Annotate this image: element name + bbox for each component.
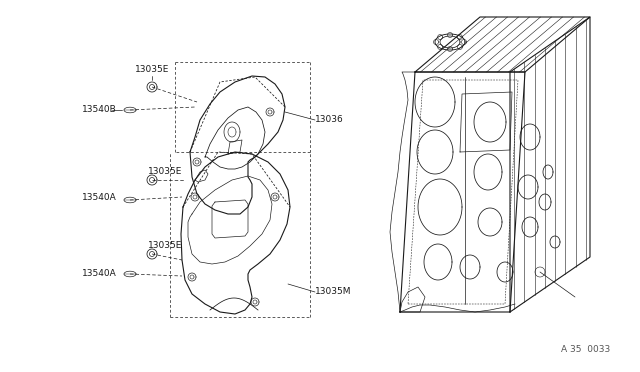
Text: A 35  0033: A 35 0033 <box>561 346 610 355</box>
Text: 13540A: 13540A <box>82 269 116 279</box>
Text: 13540B: 13540B <box>82 106 116 115</box>
Text: 13035M: 13035M <box>315 288 351 296</box>
Text: 13035E: 13035E <box>135 64 169 74</box>
Text: 13035E: 13035E <box>148 241 182 250</box>
Text: 13036: 13036 <box>315 115 344 125</box>
Text: 13035E: 13035E <box>148 167 182 176</box>
Text: 13540A: 13540A <box>82 192 116 202</box>
